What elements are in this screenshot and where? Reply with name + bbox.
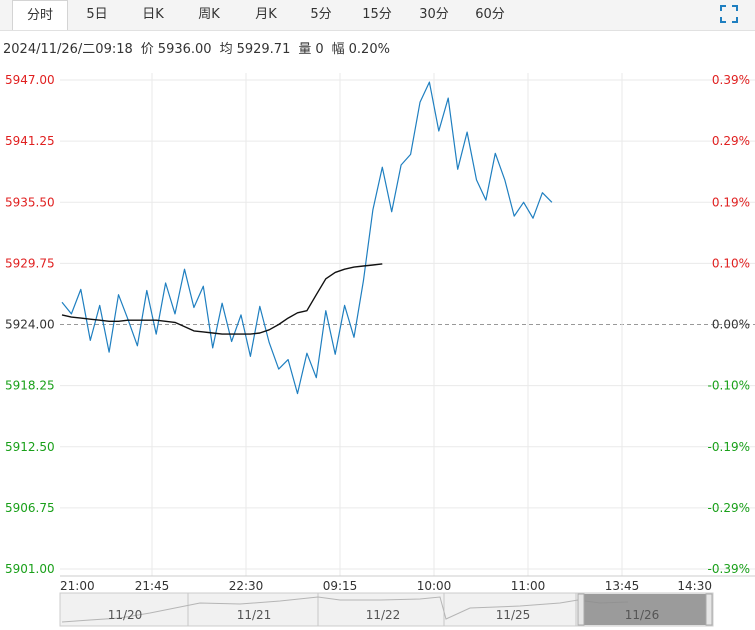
volume-label: 量	[298, 42, 312, 57]
avg-value: 5929.71	[236, 42, 291, 57]
tab-5day[interactable]: 5日	[86, 7, 108, 22]
y-tick-label-right: 0.39%	[712, 73, 750, 87]
tab-30min[interactable]: 30分	[419, 7, 449, 22]
x-tick-label: 14:30	[677, 579, 712, 593]
x-tick-label: 13:45	[605, 579, 640, 593]
x-tick-label: 22:30	[229, 579, 264, 593]
price-label: 价	[140, 42, 154, 57]
tab-weekly-k[interactable]: 周K	[198, 7, 220, 22]
navigator-date-label: 11/21	[237, 608, 272, 622]
navigator-date-label: 11/22	[366, 608, 401, 622]
x-tick-label: 21:45	[135, 579, 170, 593]
y-tick-label-right: -0.39%	[708, 562, 750, 576]
y-tick-label-left: 5941.25	[5, 134, 55, 148]
y-tick-label-right: -0.10%	[708, 379, 750, 393]
period-tabbar: 分时 5日 日K 周K 月K 5分 15分 30分 60分	[0, 0, 755, 31]
tab-60min[interactable]: 60分	[475, 7, 505, 22]
fullscreen-icon[interactable]	[719, 4, 739, 24]
navigator-date-label: 11/25	[496, 608, 531, 622]
x-tick-label: 11:00	[511, 579, 546, 593]
y-tick-label-right: -0.29%	[708, 501, 750, 515]
volume-value: 0	[315, 42, 324, 57]
y-tick-label-right: -0.19%	[708, 440, 750, 454]
y-tick-label-left: 5929.75	[5, 256, 55, 270]
tab-15min[interactable]: 15分	[362, 7, 392, 22]
navigator-date-label: 11/26	[625, 608, 660, 622]
quote-datetime: 2024/11/26/二09:18	[3, 42, 133, 57]
y-tick-label-right: 0.19%	[712, 195, 750, 209]
navigator-date-label: 11/20	[108, 608, 143, 622]
navigator-handle-left[interactable]	[577, 593, 585, 626]
y-tick-label-left: 5918.25	[5, 379, 55, 393]
x-tick-label: 10:00	[417, 579, 452, 593]
y-tick-label-right: 0.29%	[712, 134, 750, 148]
navigator-selection	[584, 594, 706, 625]
avg-label: 均	[219, 42, 233, 57]
y-tick-label-left: 5901.00	[5, 562, 55, 576]
change-label: 幅	[331, 42, 345, 57]
y-tick-label-right: 0.10%	[712, 256, 750, 270]
tab-intraday[interactable]: 分时	[12, 0, 68, 30]
y-tick-label-left: 5912.50	[5, 440, 55, 454]
navigator-handle-right[interactable]	[705, 593, 713, 626]
y-tick-label-left: 5924.00	[5, 318, 55, 332]
y-tick-label-right: 0.00%	[712, 318, 750, 332]
tab-monthly-k[interactable]: 月K	[255, 7, 277, 22]
tab-5min[interactable]: 5分	[310, 7, 332, 22]
tab-daily-k[interactable]: 日K	[142, 7, 164, 22]
navigator-trace	[61, 596, 629, 623]
average-series-line	[61, 263, 383, 335]
x-tick-label: 09:15	[323, 579, 358, 593]
quote-info-bar: 2024/11/26/二09:18 价 5936.00 均 5929.71 量 0 幅 0.20…	[3, 38, 398, 57]
y-tick-label-left: 5906.75	[5, 501, 55, 515]
price-series-line	[61, 81, 553, 395]
x-tick-label: 21:00	[60, 579, 95, 593]
y-tick-label-left: 5947.00	[5, 73, 55, 87]
change-value: 0.20%	[348, 42, 390, 57]
range-navigator: 11/20 11/21 11/22 11/25 11/26	[59, 592, 714, 627]
price-value: 5936.00	[157, 42, 212, 57]
y-tick-label-left: 5935.50	[5, 195, 55, 209]
